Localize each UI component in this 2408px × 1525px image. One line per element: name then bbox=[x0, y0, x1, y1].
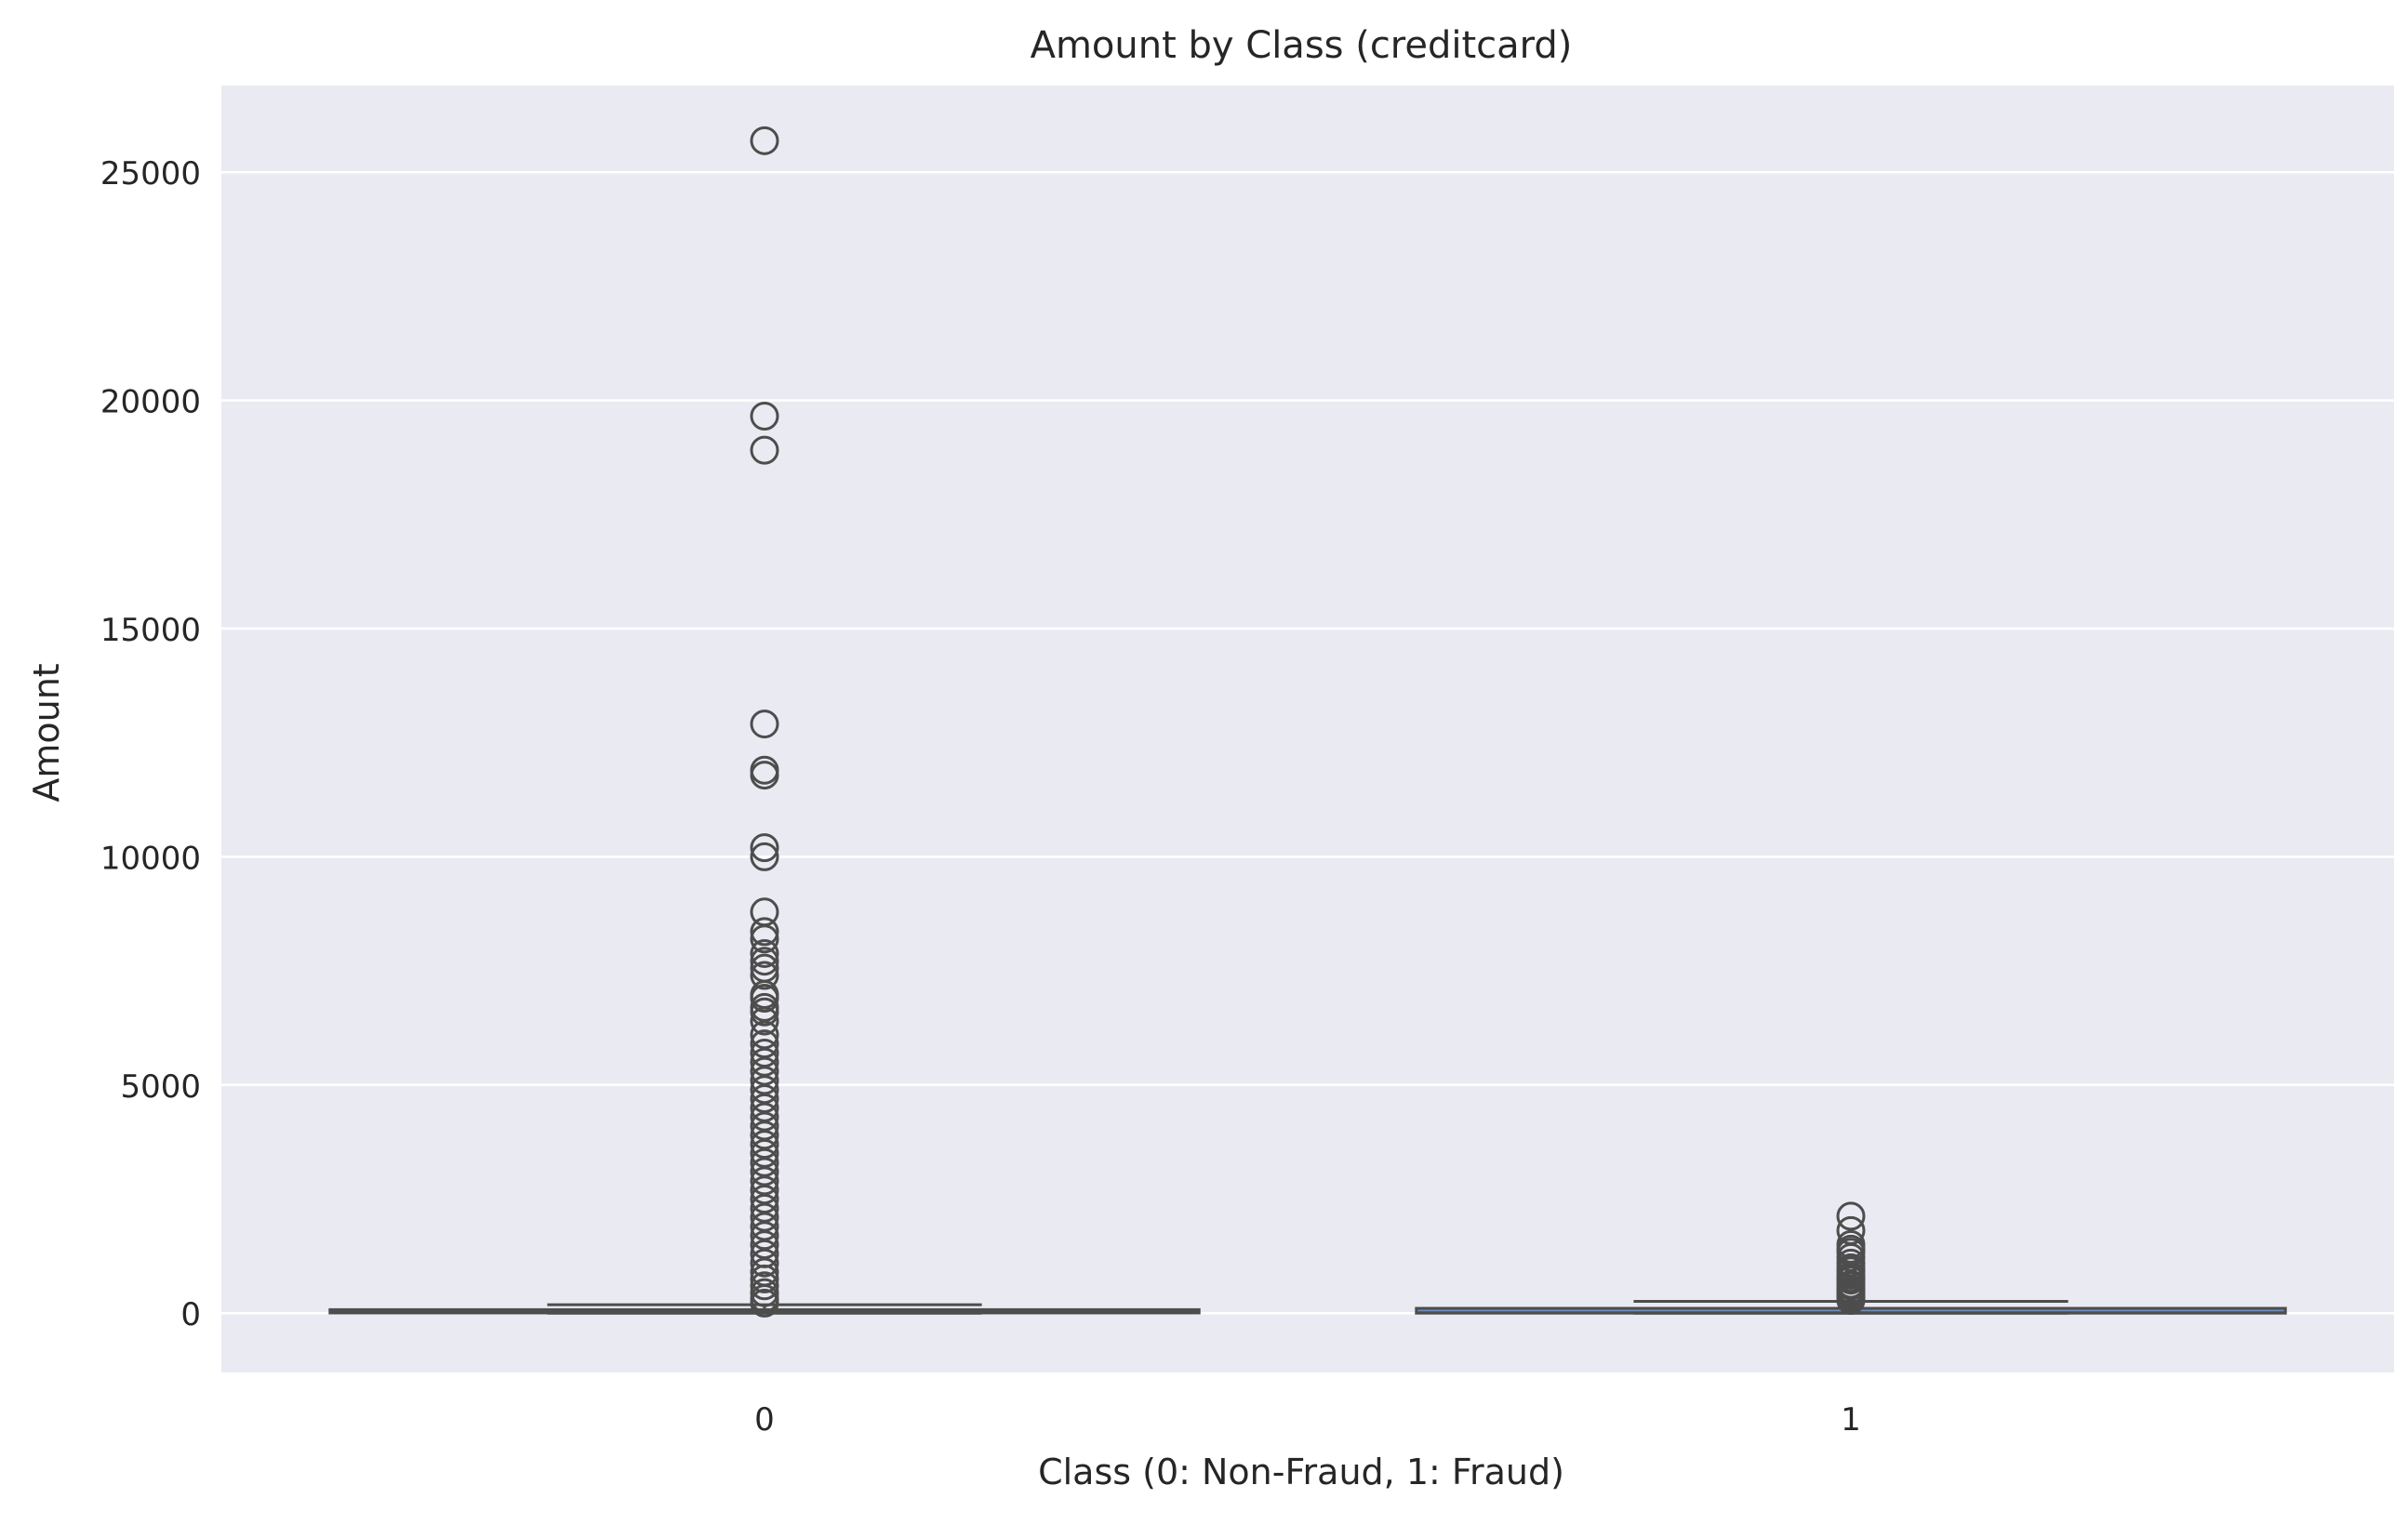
box-group-0 bbox=[328, 126, 1201, 1318]
outlier-point bbox=[750, 984, 779, 1014]
x-tick-label: 0 bbox=[754, 1401, 775, 1439]
outlier-point bbox=[750, 761, 779, 790]
y-axis-label: Amount bbox=[26, 663, 67, 802]
box-group-1 bbox=[1415, 1201, 2287, 1315]
y-tick-labels: 0 5000 10000 15000 20000 25000 bbox=[100, 155, 201, 1333]
outlier-point bbox=[750, 402, 779, 431]
y-tick-label: 0 bbox=[180, 1296, 201, 1333]
outlier-point bbox=[750, 435, 779, 465]
x-axis-label: Class (0: Non-Fraud, 1: Fraud) bbox=[1038, 1452, 1564, 1492]
outlier-point bbox=[750, 1006, 779, 1036]
outlier-point bbox=[750, 1248, 779, 1278]
outlier-point bbox=[750, 709, 779, 739]
box-layer bbox=[328, 126, 2287, 1318]
plot-background bbox=[221, 86, 2394, 1372]
outlier-point bbox=[750, 1288, 779, 1318]
outlier-point bbox=[750, 947, 779, 976]
y-tick-label: 15000 bbox=[100, 612, 201, 649]
outlier-point bbox=[750, 1271, 779, 1301]
outlier-point bbox=[750, 126, 779, 155]
outlier-point bbox=[1836, 1201, 1866, 1231]
outlier-point bbox=[750, 917, 779, 947]
y-tick-label: 20000 bbox=[100, 384, 201, 421]
y-tick-label: 5000 bbox=[120, 1068, 201, 1106]
outlier-point bbox=[750, 1264, 779, 1293]
outlier-point bbox=[750, 961, 779, 990]
y-tick-label: 10000 bbox=[100, 840, 201, 877]
x-tick-label: 1 bbox=[1841, 1401, 1861, 1439]
chart-title: Amount by Class (creditcard) bbox=[1031, 24, 1573, 67]
outlier-point bbox=[750, 924, 779, 954]
outlier-point bbox=[750, 842, 779, 871]
outlier-point bbox=[750, 938, 779, 968]
outlier-point bbox=[750, 833, 779, 863]
y-tick-label: 25000 bbox=[100, 155, 201, 192]
outlier-point bbox=[750, 997, 779, 1027]
outlier-point bbox=[1836, 1285, 1866, 1315]
